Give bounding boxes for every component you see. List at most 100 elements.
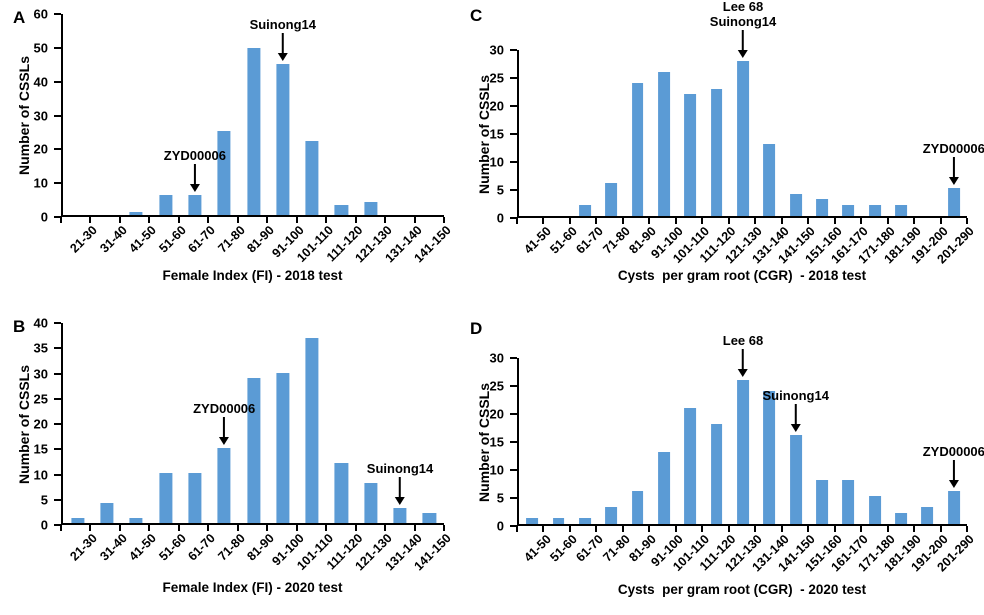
bar-121-130 <box>737 380 749 524</box>
bar-191-200 <box>921 507 934 524</box>
x-tick-mark <box>443 217 445 223</box>
x-tick-mark <box>542 526 545 532</box>
y-tick-mark <box>54 114 61 117</box>
bar-121-130 <box>737 61 749 216</box>
y-tick-label: 25 <box>489 378 504 394</box>
arrow-head <box>948 479 959 488</box>
bar-71-80 <box>217 131 231 215</box>
annotation-zyd00006: ZYD00006 <box>193 401 255 445</box>
x-tick-mark <box>807 218 810 224</box>
y-tick-label: 50 <box>33 40 48 56</box>
y-tick-label: 10 <box>489 462 504 478</box>
arrow-shaft <box>741 349 744 371</box>
y-tick-mark <box>510 441 517 443</box>
y-tick-label: 30 <box>489 42 504 58</box>
y-axis-ticks: 0 10 20 30 40 50 60 <box>0 8 61 224</box>
annotation-zyd00006: ZYD00006 <box>164 148 226 192</box>
bar-101-110 <box>305 338 319 523</box>
x-tick-mark <box>621 218 624 224</box>
annotation-zyd00006: ZYD00006 <box>923 444 984 488</box>
bar-41-50 <box>526 518 539 524</box>
x-tick-mark <box>727 526 730 532</box>
y-tick-label: 20 <box>33 416 48 432</box>
annotation-label: Suinong14 <box>762 388 829 404</box>
arrow-head <box>948 177 959 186</box>
arrow-shaft <box>281 33 284 55</box>
x-tick-mark <box>648 218 651 224</box>
arrow-head <box>737 50 748 59</box>
x-tick-label: 71-80 <box>215 223 248 256</box>
x-axis-title: Female Index (FI) - 2018 test <box>162 268 343 283</box>
y-tick-label: 5 <box>496 490 504 506</box>
arrow-shaft <box>223 417 226 438</box>
bar-51-60 <box>552 518 565 524</box>
bar-111-120 <box>710 88 723 216</box>
y-tick-mark <box>54 46 61 49</box>
arrow-shaft <box>794 404 797 426</box>
annotation-label: Lee 68 <box>722 0 764 15</box>
annotation-label: ZYD00006 <box>163 147 226 163</box>
x-tick-mark <box>913 526 916 532</box>
x-tick-mark <box>807 526 810 532</box>
y-tick-mark <box>54 397 61 400</box>
x-tick-mark <box>780 218 783 224</box>
x-tick-mark <box>674 526 677 532</box>
y-tick-mark <box>510 357 517 359</box>
x-tick-label: 41-50 <box>126 531 160 564</box>
x-tick-mark <box>754 526 757 532</box>
x-tick-label: 31-40 <box>97 531 130 564</box>
x-tick-label: 41-50 <box>126 223 160 256</box>
bar-101-110 <box>684 94 697 216</box>
y-tick-mark <box>54 216 61 218</box>
x-tick-mark <box>60 217 62 223</box>
bar-91-100 <box>658 72 670 216</box>
arrow-head <box>395 497 406 505</box>
y-tick-mark <box>510 189 517 191</box>
x-tick-mark <box>325 525 328 531</box>
bar-161-170 <box>842 479 855 524</box>
y-tick-label: 15 <box>33 441 48 457</box>
bar-151-160 <box>816 199 828 216</box>
x-tick-mark <box>266 217 269 223</box>
bar-81-90 <box>631 490 644 524</box>
x-tick-mark <box>384 525 387 531</box>
y-tick-label: 60 <box>33 6 48 22</box>
x-tick-mark <box>177 217 180 223</box>
x-tick-mark <box>516 218 518 224</box>
bar-121-130 <box>364 483 378 523</box>
x-tick-mark <box>860 218 863 224</box>
panel-letter-b: B <box>13 317 26 336</box>
bar-61-70 <box>188 473 202 523</box>
y-tick-mark <box>510 105 517 107</box>
x-tick-label: 51-60 <box>547 532 580 565</box>
x-tick-mark <box>701 526 704 532</box>
y-tick-mark <box>510 161 517 163</box>
y-tick-mark <box>510 525 517 527</box>
x-tick-mark <box>516 526 518 532</box>
arrow-shaft <box>952 157 955 179</box>
bar-101-110 <box>305 141 319 215</box>
x-axis-title: Cysts per gram root (CGR) - 2020 test <box>617 582 867 597</box>
bar-111-120 <box>710 424 723 524</box>
plot-area: Lee 68 Suinong14 ZYD00006 <box>517 0 984 218</box>
bar-61-70 <box>188 194 202 215</box>
panel-letter-a: A <box>13 8 26 27</box>
x-tick-mark <box>568 526 571 532</box>
plot-area: Lee 68 Suinong14 ZYD00006 <box>517 333 984 526</box>
x-axis-ticks <box>516 526 968 533</box>
y-tick-label: 20 <box>489 98 504 114</box>
y-tick-mark <box>54 372 61 375</box>
down-arrow-icon <box>948 157 960 186</box>
x-tick-mark <box>886 218 889 224</box>
arrow-head <box>189 183 200 192</box>
y-axis-ticks: 0 5 10 15 20 25 30 35 40 <box>0 317 61 532</box>
bar-61-70 <box>578 204 591 216</box>
panel-C: C Number of CSSLs 0 5 10 15 20 25 30 Lee 68 Sui… <box>460 0 984 300</box>
bar-91-100 <box>276 373 290 523</box>
x-tick-mark <box>860 526 863 532</box>
x-tick-mark <box>701 218 704 224</box>
down-arrow-icon <box>737 349 749 378</box>
x-tick-label: 71-80 <box>215 531 248 564</box>
y-tick-mark <box>510 385 517 387</box>
